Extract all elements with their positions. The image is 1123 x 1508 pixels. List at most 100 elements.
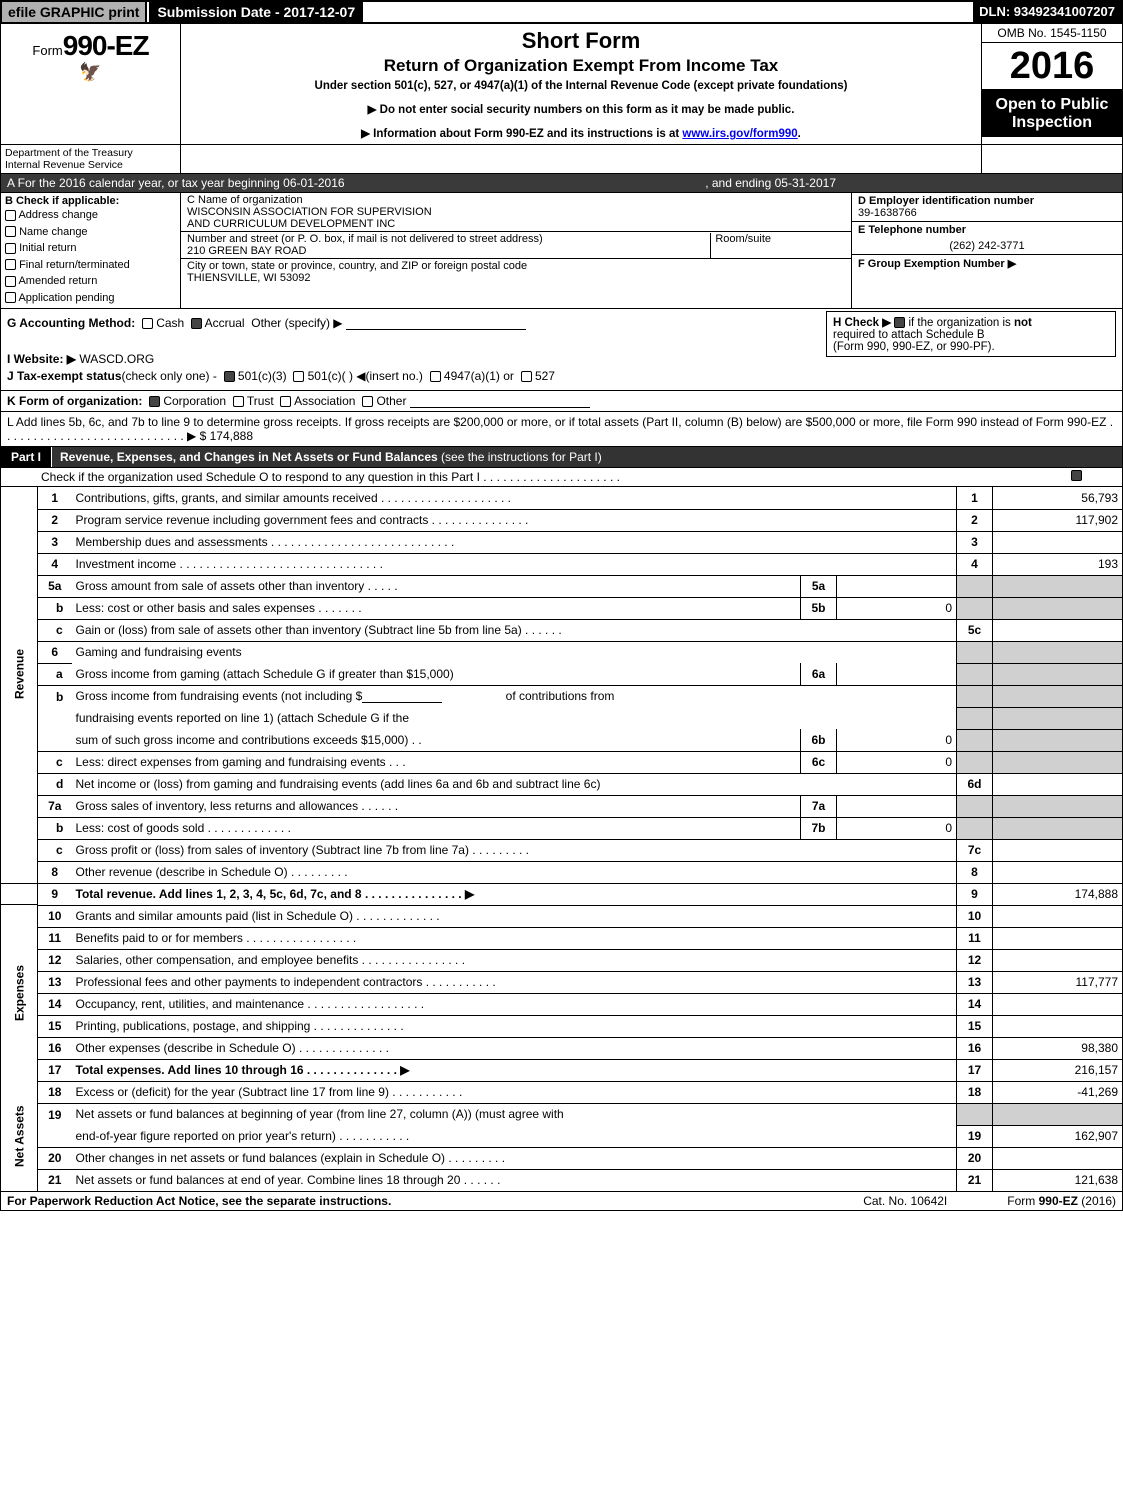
l6b-amount-input[interactable] — [362, 689, 442, 703]
l7a-desc: Gross sales of inventory, less returns a… — [72, 795, 801, 817]
l4-rv: 193 — [993, 553, 1123, 575]
org-name-2: AND CURRICULUM DEVELOPMENT INC — [187, 218, 395, 230]
l7a-iv — [837, 795, 957, 817]
l10-rv — [993, 905, 1123, 927]
k-trust-chk[interactable] — [233, 396, 244, 407]
l6d-desc: Net income or (loss) from gaming and fun… — [72, 773, 957, 795]
l5a-rn-grey — [957, 575, 993, 597]
l12-desc: Salaries, other compensation, and employ… — [72, 949, 957, 971]
identity-block: B Check if applicable: Address change Na… — [0, 193, 1123, 308]
g-label: G Accounting Method: — [7, 316, 135, 330]
line-7b: b Less: cost of goods sold . . . . . . .… — [1, 817, 1123, 839]
l6-rv-grey — [993, 641, 1123, 663]
submission-date-button[interactable]: Submission Date - 2017-12-07 — [149, 2, 363, 22]
chk-name-change[interactable]: Name change — [5, 224, 176, 241]
l18-num: 18 — [38, 1081, 72, 1103]
l7b-in: 7b — [801, 817, 837, 839]
l6b-in: 6b — [801, 729, 837, 751]
l6b-rv-grey-2 — [993, 707, 1123, 729]
line-16: 16 Other expenses (describe in Schedule … — [1, 1037, 1123, 1059]
k-corp: Corporation — [163, 394, 226, 408]
g-other-input[interactable] — [346, 316, 526, 330]
website-value: WASCD.ORG — [79, 352, 154, 366]
l14-rn: 14 — [957, 993, 993, 1015]
l7b-num: b — [38, 817, 72, 839]
form-number-block: Form990-EZ 🦅 — [1, 24, 181, 144]
l6-desc: Gaming and fundraising events — [72, 641, 957, 663]
l7b-desc: Less: cost of goods sold . . . . . . . .… — [72, 817, 801, 839]
l6d-rn: 6d — [957, 773, 993, 795]
j-tax-exempt-line: J Tax-exempt status(check only one) - 50… — [7, 369, 1116, 383]
line-4: 4 Investment income . . . . . . . . . . … — [1, 553, 1123, 575]
chk-final-return[interactable]: Final return/terminated — [5, 257, 176, 274]
j-501c3-chk[interactable] — [224, 371, 235, 382]
l5b-desc: Less: cost or other basis and sales expe… — [72, 597, 801, 619]
row-k-org-form: K Form of organization: Corporation Trus… — [0, 391, 1123, 412]
form-prefix: Form — [32, 43, 62, 58]
line-6a: a Gross income from gaming (attach Sched… — [1, 663, 1123, 685]
l18-desc: Excess or (deficit) for the year (Subtra… — [72, 1081, 957, 1103]
k-other-input[interactable] — [410, 394, 590, 408]
chk-address-change[interactable]: Address change — [5, 207, 176, 224]
side-expenses: Expenses — [1, 905, 38, 1081]
l6b-rn-grey-1 — [957, 685, 993, 707]
l19-rn-grey — [957, 1103, 993, 1125]
side-revenue-gap — [1, 861, 38, 883]
l5b-rn-grey — [957, 597, 993, 619]
g-cash-chk[interactable] — [142, 318, 153, 329]
part-1-sched-o-chk[interactable] — [1071, 470, 1082, 481]
l6b-num: b — [38, 685, 72, 751]
l11-rv — [993, 927, 1123, 949]
top-bar: efile GRAPHIC print Submission Date - 20… — [0, 0, 1123, 24]
l1-num: 1 — [38, 487, 72, 509]
d-ein-row: D Employer identification number 39-1638… — [852, 193, 1122, 222]
line-21: 21 Net assets or fund balances at end of… — [1, 1169, 1123, 1191]
chk-amended-return[interactable]: Amended return — [5, 273, 176, 290]
chk-application-pending[interactable]: Application pending — [5, 290, 176, 307]
line-7c: c Gross profit or (loss) from sales of i… — [1, 839, 1123, 861]
part-1-title: Revenue, Expenses, and Changes in Net As… — [52, 447, 1122, 467]
l5a-num: 5a — [38, 575, 72, 597]
l6a-rn-grey — [957, 663, 993, 685]
street-value: 210 GREEN BAY ROAD — [187, 245, 306, 257]
l15-num: 15 — [38, 1015, 72, 1037]
l12-num: 12 — [38, 949, 72, 971]
room-suite-label: Room/suite — [710, 233, 771, 259]
line-17: 17 Total expenses. Add lines 10 through … — [1, 1059, 1123, 1081]
l14-desc: Occupancy, rent, utilities, and maintena… — [72, 993, 957, 1015]
l3-rv — [993, 531, 1123, 553]
org-name-1: WISCONSIN ASSOCIATION FOR SUPERVISION — [187, 206, 432, 218]
l2-rn: 2 — [957, 509, 993, 531]
f-label: F Group Exemption Number ▶ — [858, 258, 1016, 270]
j-501c-chk[interactable] — [293, 371, 304, 382]
line-19-1: 19 Net assets or fund balances at beginn… — [1, 1103, 1123, 1125]
info-link[interactable]: www.irs.gov/form990 — [682, 128, 797, 140]
k-other: Other — [376, 394, 406, 408]
g-accrual-chk[interactable] — [191, 318, 202, 329]
j-527-chk[interactable] — [521, 371, 532, 382]
l18-rn: 18 — [957, 1081, 993, 1103]
k-label: K Form of organization: — [7, 394, 142, 408]
h-checkbox[interactable] — [894, 317, 905, 328]
k-corp-chk[interactable] — [149, 396, 160, 407]
topbar-spacer — [363, 2, 973, 22]
d-label: D Employer identification number — [858, 195, 1034, 207]
j-501c: 501(c)( ) — [308, 369, 353, 383]
l6a-desc: Gross income from gaming (attach Schedul… — [72, 663, 801, 685]
k-assoc-chk[interactable] — [280, 396, 291, 407]
efile-print-button[interactable]: efile GRAPHIC print — [2, 2, 147, 22]
h-label: H Check ▶ — [833, 317, 891, 329]
line-12: 12 Salaries, other compensation, and emp… — [1, 949, 1123, 971]
l12-rv — [993, 949, 1123, 971]
rows-g-h-i-j: H Check ▶ if the organization is not req… — [0, 308, 1123, 391]
k-other-chk[interactable] — [362, 396, 373, 407]
l19-desc-2: end-of-year figure reported on prior yea… — [72, 1125, 957, 1147]
line-8: 8 Other revenue (describe in Schedule O)… — [1, 861, 1123, 883]
chk-initial-return[interactable]: Initial return — [5, 240, 176, 257]
line-20: 20 Other changes in net assets or fund b… — [1, 1147, 1123, 1169]
l20-desc: Other changes in net assets or fund bala… — [72, 1147, 957, 1169]
l16-desc: Other expenses (describe in Schedule O) … — [72, 1037, 957, 1059]
irs-eagle-icon: 🦅 — [5, 62, 176, 83]
j-4947-chk[interactable] — [430, 371, 441, 382]
j-insert: ◀(insert no.) — [356, 369, 423, 383]
